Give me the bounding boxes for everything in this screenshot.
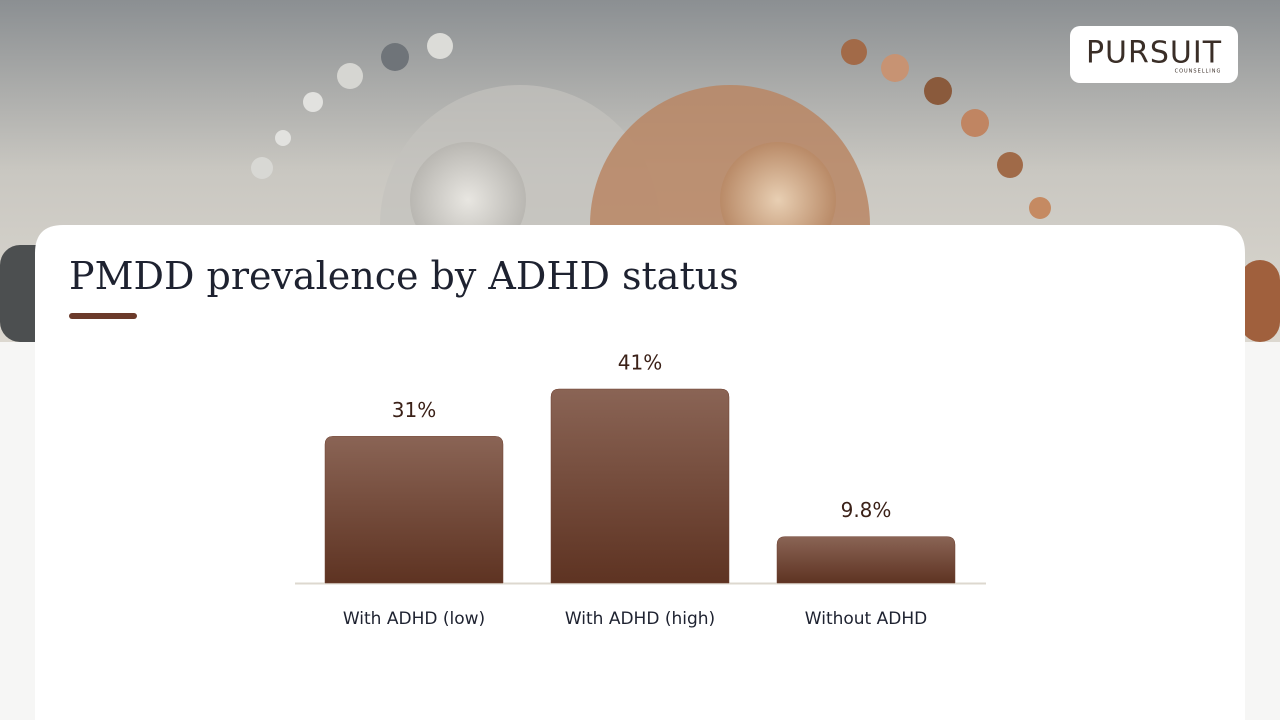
x-tick-label: With ADHD (high)	[565, 609, 715, 629]
value-label: 9.8%	[841, 498, 892, 522]
value-label: 41%	[618, 351, 662, 375]
title-underline	[69, 313, 137, 319]
bar	[776, 536, 956, 584]
plot: 31% With ADHD (low) 41% With ADHD (high) 9.8…	[324, 351, 956, 629]
logo-box	[1070, 26, 1238, 83]
logo-tagline: COUNSELLING	[1175, 69, 1222, 75]
bar	[324, 436, 504, 584]
bar	[550, 388, 730, 584]
chart-title: PMDD prevalence by ADHD status	[69, 254, 739, 298]
logo-name: PURSUIT	[1086, 36, 1222, 71]
value-label: 31%	[392, 398, 436, 422]
x-tick-label: With ADHD (low)	[343, 609, 485, 629]
x-tick-label: Without ADHD	[805, 609, 927, 629]
